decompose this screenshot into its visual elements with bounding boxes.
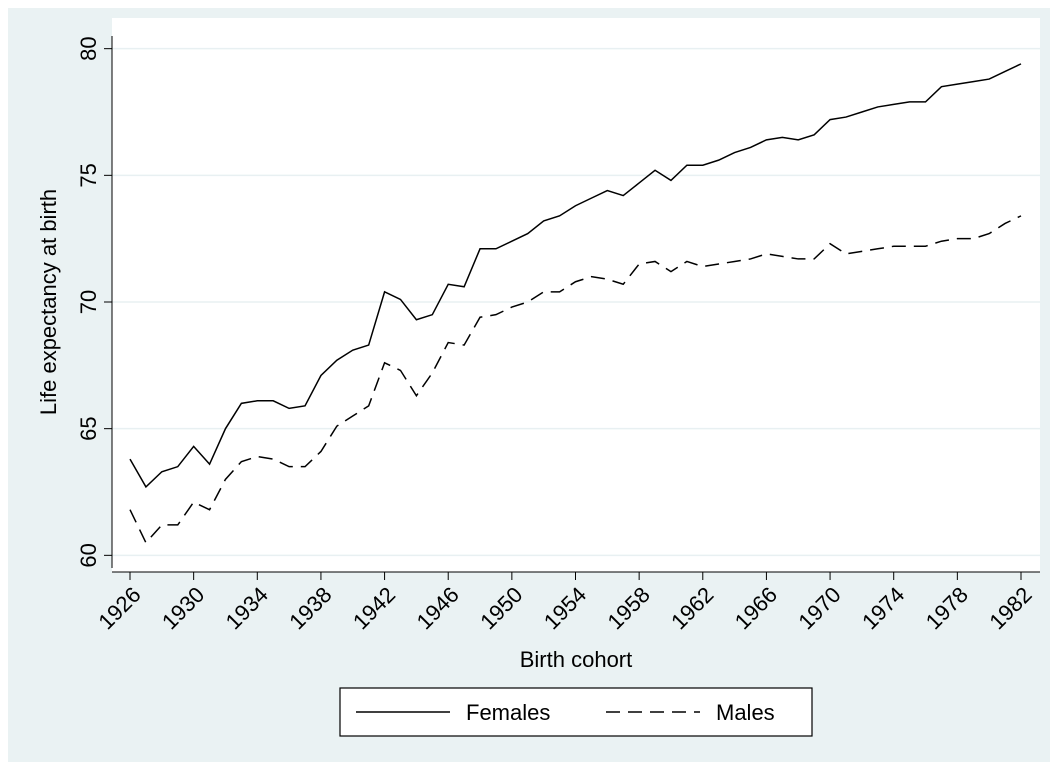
plot-region	[112, 18, 1040, 572]
y-tick-label: 75	[76, 163, 101, 187]
legend-label: Males	[716, 700, 775, 725]
series-line	[129, 215, 1022, 545]
y-tick-label: 70	[76, 290, 101, 314]
y-tick-label: 80	[76, 36, 101, 60]
y-axis-title: Life expectancy at birth	[36, 189, 61, 415]
y-tick-label: 65	[76, 416, 101, 440]
legend-label: Females	[466, 700, 550, 725]
x-axis-title: Birth cohort	[520, 647, 633, 672]
y-tick-label: 60	[76, 543, 101, 567]
series-line	[129, 63, 1022, 489]
